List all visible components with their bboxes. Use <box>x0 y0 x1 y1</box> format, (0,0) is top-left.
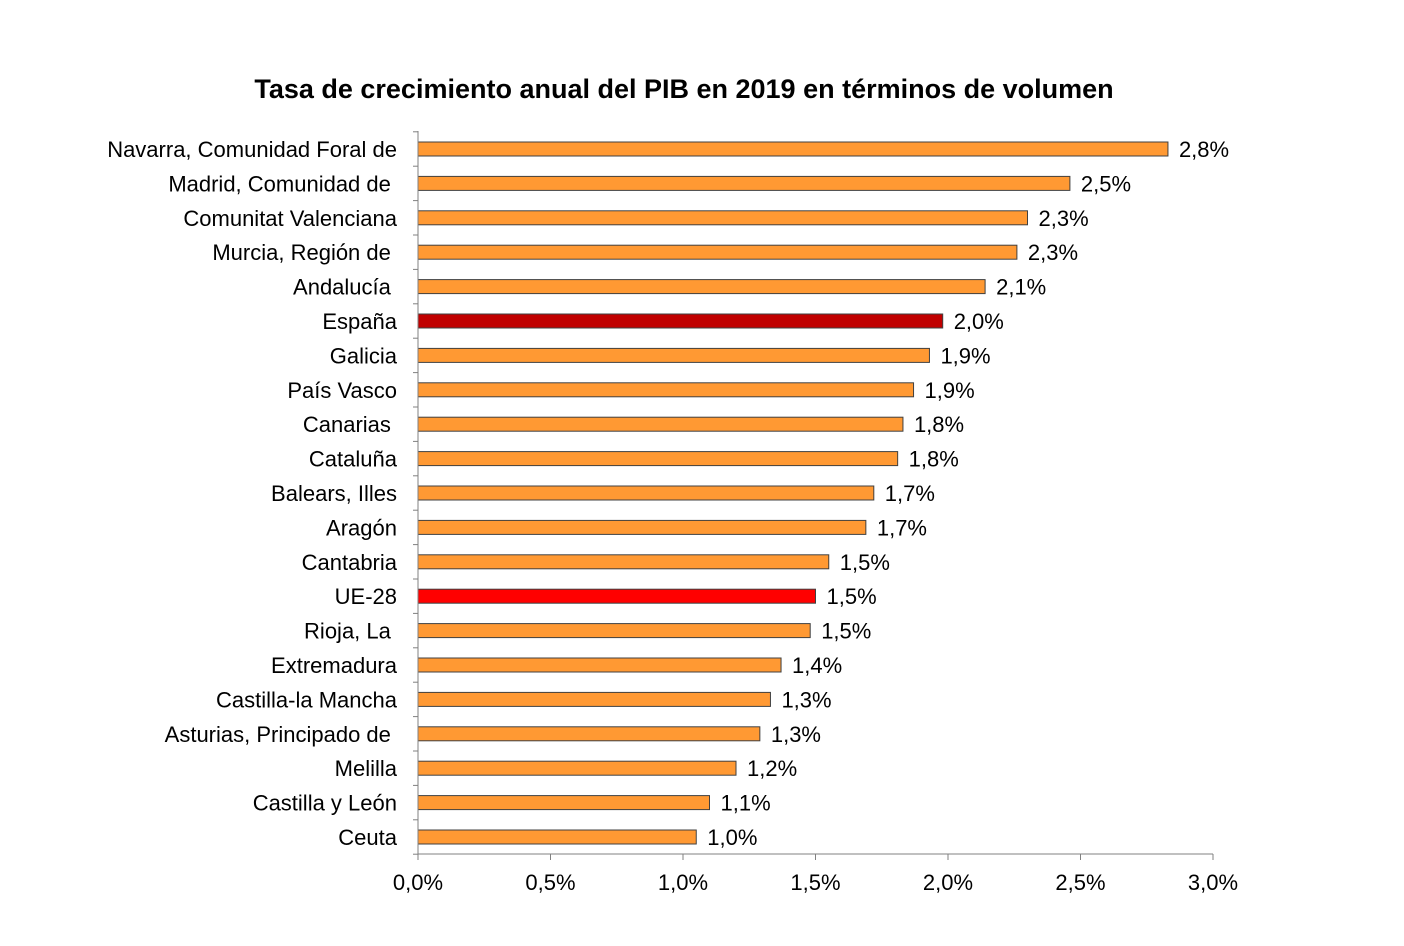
bar <box>417 519 867 535</box>
data-label: 1,5% <box>840 550 890 575</box>
bar <box>417 347 930 363</box>
bar <box>417 554 830 570</box>
x-tick-label: 3,0% <box>1188 870 1238 895</box>
data-label: 2,0% <box>954 309 1004 334</box>
bar <box>417 657 782 673</box>
data-label: 1,9% <box>925 378 975 403</box>
data-label: 1,8% <box>909 447 959 472</box>
bar <box>417 416 904 432</box>
data-label: 1,8% <box>914 412 964 437</box>
bar <box>417 313 944 329</box>
bar <box>417 279 986 295</box>
x-tick-label: 2,0% <box>923 870 973 895</box>
data-label: 1,1% <box>721 791 771 816</box>
bar <box>417 244 1018 260</box>
data-label: 1,4% <box>792 653 842 678</box>
bar <box>417 485 875 501</box>
bar <box>417 382 915 398</box>
category-label: Navarra, Comunidad Foral de <box>107 137 397 162</box>
category-label: Andalucía <box>293 275 397 300</box>
bar <box>417 451 899 467</box>
category-label: Cataluña <box>309 447 398 472</box>
category-label: Aragón <box>326 515 397 540</box>
category-label: Castilla y León <box>253 791 397 816</box>
bar <box>417 175 1071 191</box>
x-tick-label: 0,5% <box>525 870 575 895</box>
axes <box>413 131 1214 860</box>
data-label: 1,3% <box>781 687 831 712</box>
x-tick-label: 1,5% <box>790 870 840 895</box>
category-label: España <box>322 309 397 334</box>
category-label: Galicia <box>330 343 398 368</box>
data-label: 2,1% <box>996 275 1046 300</box>
data-label: 1,9% <box>940 343 990 368</box>
bar <box>417 760 737 776</box>
data-label: 2,3% <box>1039 206 1089 231</box>
chart-title: Tasa de crecimiento anual del PIB en 201… <box>254 74 1114 104</box>
bar <box>417 141 1169 157</box>
data-label: 1,7% <box>877 515 927 540</box>
category-label: Melilla <box>335 756 398 781</box>
data-label: 2,3% <box>1028 240 1078 265</box>
data-label: 1,0% <box>707 825 757 850</box>
bar <box>417 795 710 811</box>
bar <box>417 726 761 742</box>
data-label: 1,7% <box>885 481 935 506</box>
bar <box>417 588 816 604</box>
data-label: 1,2% <box>747 756 797 781</box>
category-label: Extremadura <box>271 653 398 678</box>
category-label: Murcia, Región de <box>212 240 397 265</box>
data-label: 1,5% <box>821 619 871 644</box>
category-label: Canarias <box>303 412 397 437</box>
category-label: Madrid, Comunidad de <box>168 171 397 196</box>
x-tick-label: 0,0% <box>393 870 443 895</box>
category-label: Ceuta <box>338 825 397 850</box>
data-label: 1,5% <box>827 584 877 609</box>
category-label: Castilla-la Mancha <box>216 687 398 712</box>
bar <box>417 210 1028 226</box>
data-label: 2,8% <box>1179 137 1229 162</box>
category-label: Rioja, La <box>304 619 397 644</box>
category-label: País Vasco <box>287 378 397 403</box>
category-label: Comunitat Valenciana <box>183 206 397 231</box>
data-label: 2,5% <box>1081 171 1131 196</box>
bar <box>417 829 697 845</box>
category-label: UE-28 <box>335 584 397 609</box>
category-label: Cantabria <box>302 550 398 575</box>
x-tick-label: 2,5% <box>1055 870 1105 895</box>
labels-layer: Navarra, Comunidad Foral de 2,8% Madrid, C… <box>107 137 1238 895</box>
bar <box>417 623 811 639</box>
category-label: Asturias, Principado de <box>165 722 397 747</box>
category-label: Balears, Illes <box>271 481 397 506</box>
data-label: 1,3% <box>771 722 821 747</box>
bar <box>417 691 771 707</box>
x-tick-label: 1,0% <box>658 870 708 895</box>
